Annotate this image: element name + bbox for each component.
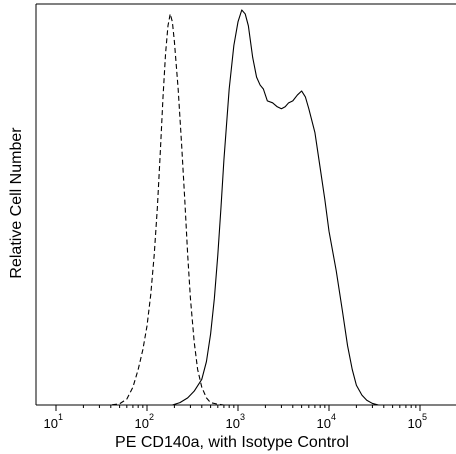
x-tick-exponent: 4 (331, 412, 336, 422)
x-tick-label: 10 (44, 416, 58, 431)
x-tick-label: 10 (135, 416, 149, 431)
x-tick-label: 10 (317, 416, 331, 431)
y-axis-title: Relative Cell Number (8, 127, 25, 279)
x-ticks: 10 1 10 2 10 3 10 4 10 5 (44, 405, 427, 431)
x-tick-exponent: 2 (149, 412, 154, 422)
series-lines (56, 9, 420, 406)
x-tick-label: 10 (408, 416, 422, 431)
x-axis-title: PE CD140a, with Isotype Control (115, 434, 349, 451)
x-tick-exponent: 5 (422, 412, 427, 422)
x-tick-exponent: 1 (58, 412, 63, 422)
cd140a-curve (56, 9, 420, 406)
x-tick-label: 10 (226, 416, 240, 431)
x-tick-exponent: 3 (240, 412, 245, 422)
isotype-control-curve (56, 13, 420, 406)
